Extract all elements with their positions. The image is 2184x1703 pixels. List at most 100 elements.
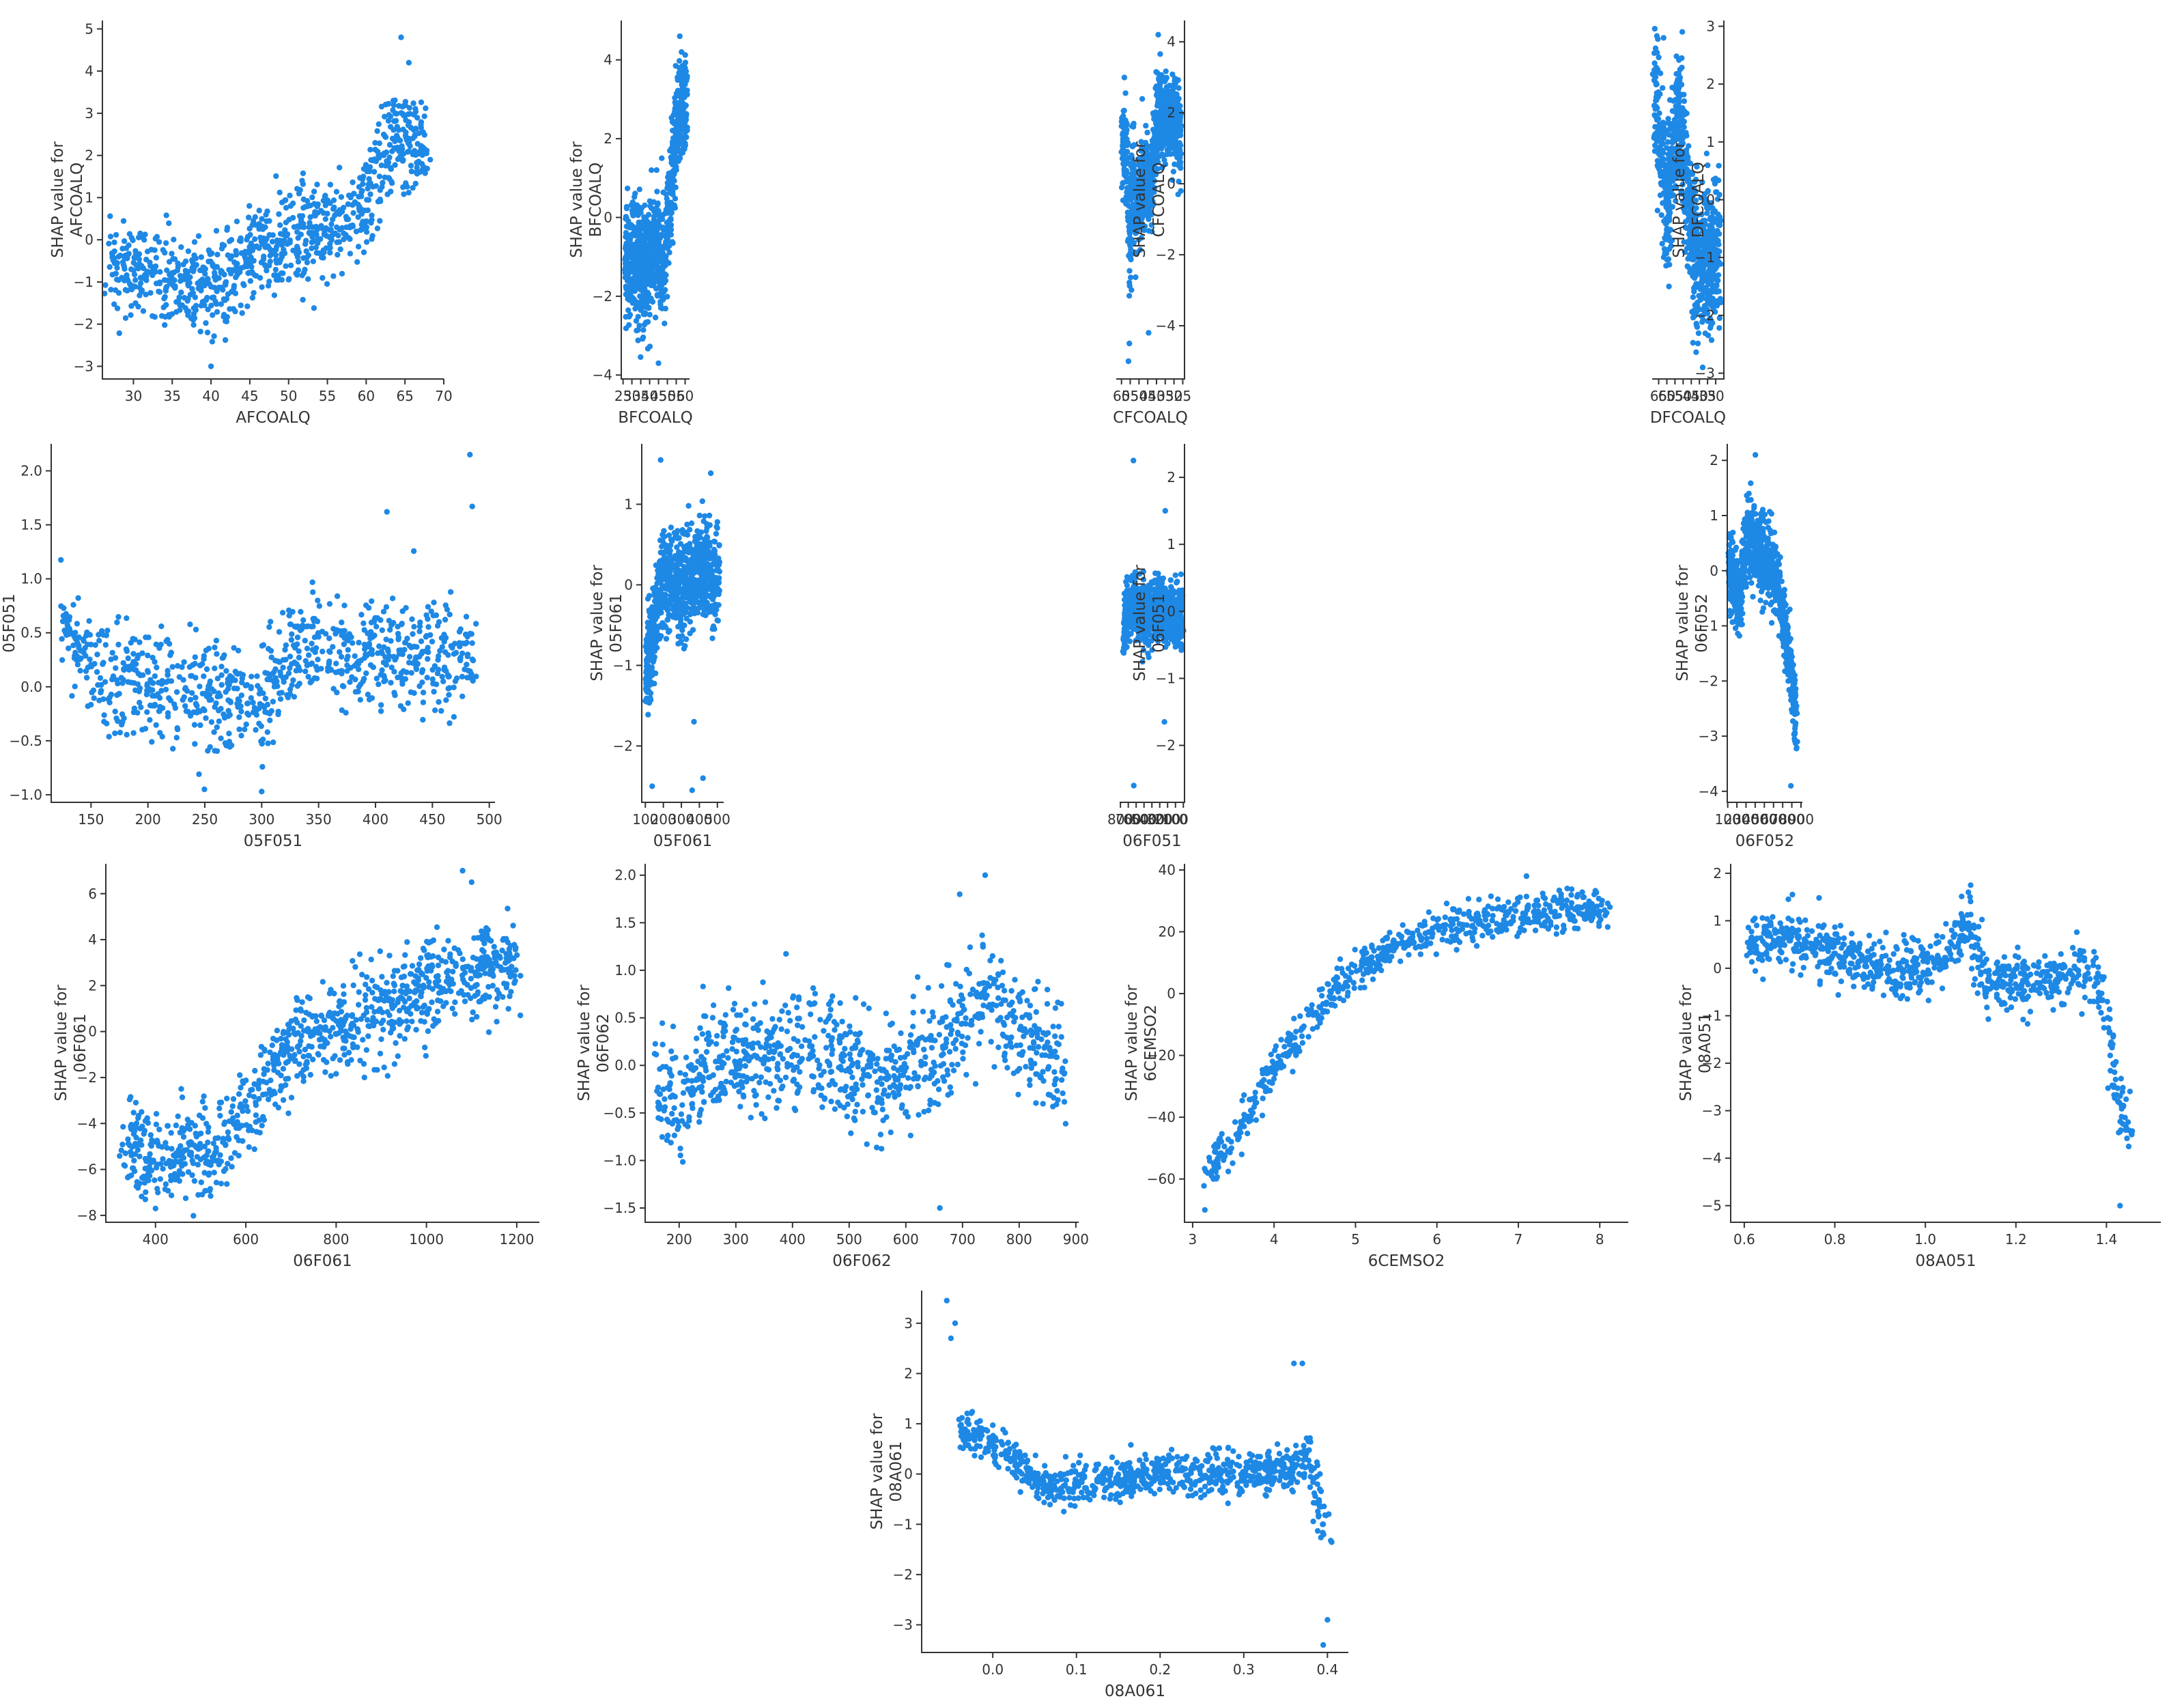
data-point [120,218,127,224]
data-point [356,666,362,673]
data-point [104,628,111,634]
data-point [267,258,273,265]
data-point [101,712,107,718]
data-point [178,290,184,296]
data-point [241,282,247,288]
data-point [173,735,180,741]
x-tick-label: 55 [319,388,336,404]
data-point [287,193,293,199]
data-point [361,627,367,633]
data-point [204,329,211,336]
data-point [402,102,408,109]
data-point [382,163,389,169]
data-point [248,695,254,701]
data-point [425,616,431,622]
y-axis-label: SHAP value for05F051 [0,565,18,681]
data-point [645,712,651,718]
data-point [438,707,444,714]
data-point [397,137,403,143]
data-point [400,184,406,191]
data-point [116,690,122,697]
data-point [668,178,675,184]
data-point [391,135,397,142]
data-point [223,318,230,324]
data-point [74,662,81,668]
data-point [276,211,282,217]
data-point [1678,81,1685,88]
data-point [128,286,135,293]
data-point [197,722,203,729]
data-point [152,314,158,320]
data-point [315,634,322,640]
data-point [355,244,362,250]
data-point [131,705,138,712]
data-point [428,608,434,615]
data-point [82,645,88,651]
data-point [363,239,370,245]
data-point [218,735,224,742]
data-point [173,689,180,695]
data-point [646,223,652,229]
data-point [307,214,313,221]
data-point [185,281,191,287]
x-tick-label: 45 [241,388,258,404]
data-point [451,641,458,647]
y-tick-label: −1 [74,274,94,290]
y-tick-label: 0 [85,231,94,248]
data-point [124,272,130,279]
data-point [638,304,644,310]
data-point [283,674,289,680]
data-point [218,301,225,307]
data-point [431,663,438,669]
data-point [291,694,298,700]
data-point [1151,142,1157,148]
data-point [249,222,255,228]
data-point [1716,163,1722,169]
data-point [1127,275,1134,281]
data-point [373,623,380,630]
y-tick-label: −2 [74,316,94,333]
data-point [242,727,248,733]
data-point [672,195,679,201]
data-point [425,656,431,662]
data-point [168,678,175,684]
data-point [270,739,276,746]
data-point [253,272,259,279]
y-tick-label: −2 [1695,307,1715,324]
data-point [178,244,184,251]
x-tick-label: 50 [280,388,297,404]
data-point [384,191,391,197]
data-point [659,155,665,161]
data-point [113,287,119,294]
data-point [642,202,648,208]
y-tick-label: −1 [1695,249,1715,266]
data-point [74,621,81,627]
data-point [436,699,442,705]
data-point [347,251,354,257]
data-point [112,655,119,661]
data-point [102,290,108,297]
data-point [1676,124,1682,130]
data-point [148,247,154,253]
data-point [369,598,375,604]
data-point [219,284,225,291]
data-point [1654,208,1660,214]
data-point [244,710,251,717]
data-point [1705,288,1712,294]
data-point [249,673,255,679]
data-point [360,249,367,255]
data-point [389,148,395,154]
data-point [670,162,676,168]
data-point [389,595,396,602]
data-point [416,683,423,690]
data-point [655,360,662,367]
data-point [716,542,722,549]
data-point [391,102,397,109]
data-point [361,675,367,682]
data-point [332,230,338,236]
data-point [205,307,211,313]
data-point [126,281,133,287]
data-point [421,146,427,152]
data-point [406,653,413,660]
data-point [1126,293,1133,299]
